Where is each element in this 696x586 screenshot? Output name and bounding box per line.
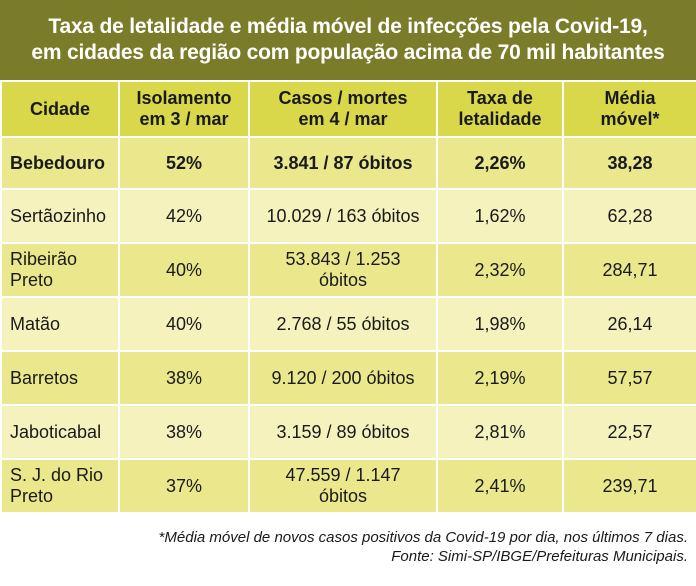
- title-line-2: em cidades da região com população acima…: [31, 41, 665, 64]
- cell-casos-line: óbitos: [318, 270, 368, 290]
- cell-taxa: 2,32%: [436, 242, 564, 298]
- table-row: Matão 40% 2.768 / 55 óbitos 1,98% 26,14: [0, 296, 696, 352]
- cell-cidade-line: Sertãozinho: [10, 205, 107, 226]
- cell-casos: 3.841 / 87 óbitos: [248, 136, 438, 190]
- cell-cidade-line: Ribeirão: [10, 249, 78, 269]
- header-media-movel: Média móvel*: [562, 80, 696, 138]
- cell-casos: 3.159 / 89 óbitos: [248, 404, 438, 460]
- header-cidade: Cidade: [0, 80, 120, 138]
- cell-isolamento: 52%: [118, 136, 250, 190]
- cell-casos-line: 3.159 / 89 óbitos: [276, 421, 410, 442]
- cell-casos: 9.120 / 200 óbitos: [248, 350, 438, 406]
- table-title: Taxa de letalidade e média móvel de infe…: [0, 0, 696, 80]
- table-row: Ribeirão Preto 40% 53.843 / 1.253 óbitos…: [0, 242, 696, 298]
- table-row: S. J. do Rio Preto 37% 47.559 / 1.147 ób…: [0, 458, 696, 514]
- cell-casos-line: 2.768 / 55 óbitos: [276, 313, 410, 334]
- cell-media: 57,57: [562, 350, 696, 406]
- cell-casos: 2.768 / 55 óbitos: [248, 296, 438, 352]
- table-row: Barretos 38% 9.120 / 200 óbitos 2,19% 57…: [0, 350, 696, 406]
- header-isolamento: Isolamento em 3 / mar: [118, 80, 250, 138]
- cell-isolamento: 38%: [118, 404, 250, 460]
- header-media-line-1: Média: [604, 88, 656, 108]
- cell-casos: 47.559 / 1.147 óbitos: [248, 458, 438, 514]
- header-row: Cidade Isolamento em 3 / mar Casos / mor…: [0, 80, 696, 138]
- cell-taxa: 2,81%: [436, 404, 564, 460]
- cell-isolamento: 42%: [118, 188, 250, 244]
- cell-cidade: S. J. do Rio Preto: [0, 458, 120, 514]
- footnote-line-1: *Média móvel de novos casos positivos da…: [158, 529, 688, 546]
- data-table: Cidade Isolamento em 3 / mar Casos / mor…: [0, 80, 696, 514]
- table-row: Sertãozinho 42% 10.029 / 163 óbitos 1,62…: [0, 188, 696, 244]
- cell-casos-line: 9.120 / 200 óbitos: [271, 367, 415, 388]
- header-taxa-line-1: Taxa de: [467, 88, 533, 108]
- cell-media: 38,28: [562, 136, 696, 190]
- header-isolamento-line-1: Isolamento: [136, 88, 232, 108]
- cell-cidade: Bebedouro: [0, 136, 120, 190]
- cell-isolamento: 40%: [118, 242, 250, 298]
- cell-taxa: 2,19%: [436, 350, 564, 406]
- header-cidade-line: Cidade: [29, 98, 90, 119]
- cell-cidade-line: Jaboticabal: [10, 421, 102, 442]
- cell-taxa: 2,26%: [436, 136, 564, 190]
- cell-casos-line: 53.843 / 1.253: [285, 249, 401, 269]
- cell-isolamento: 38%: [118, 350, 250, 406]
- cell-media: 284,71: [562, 242, 696, 298]
- cell-cidade-line: Matão: [10, 313, 61, 334]
- cell-cidade: Barretos: [0, 350, 120, 406]
- header-taxa-line-2: letalidade: [458, 109, 542, 129]
- cell-casos: 53.843 / 1.253 óbitos: [248, 242, 438, 298]
- title-line-1: Taxa de letalidade e média móvel de infe…: [48, 15, 648, 38]
- cell-isolamento: 37%: [118, 458, 250, 514]
- cell-cidade-line: Bebedouro: [10, 152, 106, 173]
- cell-casos-line: 10.029 / 163 óbitos: [266, 205, 420, 226]
- header-casos-line-2: em 4 / mar: [298, 109, 388, 129]
- cell-cidade-line: Preto: [10, 270, 54, 290]
- cell-media: 62,28: [562, 188, 696, 244]
- cell-media: 239,71: [562, 458, 696, 514]
- cell-cidade-line: Barretos: [10, 367, 79, 388]
- header-casos-line-1: Casos / mortes: [278, 88, 408, 108]
- footnote-source: Fonte: Simi-SP/IBGE/Prefeituras Municipa…: [391, 548, 688, 565]
- cell-casos-line: 47.559 / 1.147: [285, 465, 401, 485]
- cell-isolamento: 40%: [118, 296, 250, 352]
- cell-cidade-line: Preto: [10, 486, 54, 506]
- cell-taxa: 1,62%: [436, 188, 564, 244]
- cell-cidade: Ribeirão Preto: [0, 242, 120, 298]
- cell-cidade: Jaboticabal: [0, 404, 120, 460]
- table-row: Jaboticabal 38% 3.159 / 89 óbitos 2,81% …: [0, 404, 696, 460]
- cell-cidade: Matão: [0, 296, 120, 352]
- footnote: *Média móvel de novos casos positivos da…: [8, 528, 688, 566]
- table-row: Bebedouro 52% 3.841 / 87 óbitos 2,26% 38…: [0, 136, 696, 190]
- header-casos-mortes: Casos / mortes em 4 / mar: [248, 80, 438, 138]
- header-taxa-letalidade: Taxa de letalidade: [436, 80, 564, 138]
- cell-casos-line: óbitos: [318, 486, 368, 506]
- cell-taxa: 2,41%: [436, 458, 564, 514]
- cell-media: 26,14: [562, 296, 696, 352]
- cell-casos-line: 3.841 / 87 óbitos: [273, 152, 413, 173]
- cell-taxa: 1,98%: [436, 296, 564, 352]
- header-isolamento-line-2: em 3 / mar: [139, 109, 229, 129]
- cell-media: 22,57: [562, 404, 696, 460]
- header-media-line-2: móvel*: [600, 109, 660, 129]
- cell-cidade-line: S. J. do Rio: [10, 465, 104, 485]
- cell-cidade: Sertãozinho: [0, 188, 120, 244]
- cell-casos: 10.029 / 163 óbitos: [248, 188, 438, 244]
